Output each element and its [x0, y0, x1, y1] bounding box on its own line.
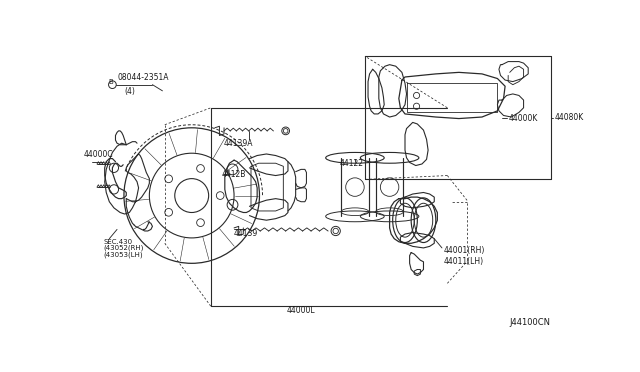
Text: (43052(RH): (43052(RH)	[103, 245, 143, 251]
Text: SEC.430: SEC.430	[103, 239, 132, 245]
Text: (4): (4)	[124, 87, 135, 96]
Text: 44001(RH)
44011(LH): 44001(RH) 44011(LH)	[444, 246, 485, 266]
Text: B: B	[109, 79, 113, 85]
Text: (43053(LH): (43053(LH)	[103, 251, 143, 257]
Text: 44080K: 44080K	[554, 113, 584, 122]
Text: 4412B: 4412B	[221, 170, 246, 179]
Text: 44000L: 44000L	[287, 307, 316, 315]
Text: J44100CN: J44100CN	[509, 318, 550, 327]
Text: 44122: 44122	[340, 158, 364, 168]
Text: 44139A: 44139A	[223, 140, 253, 148]
Text: 44000C: 44000C	[84, 150, 113, 159]
Text: 08044-2351A: 08044-2351A	[118, 73, 170, 81]
Text: 44139: 44139	[234, 230, 259, 238]
Text: 44000K: 44000K	[508, 114, 538, 123]
